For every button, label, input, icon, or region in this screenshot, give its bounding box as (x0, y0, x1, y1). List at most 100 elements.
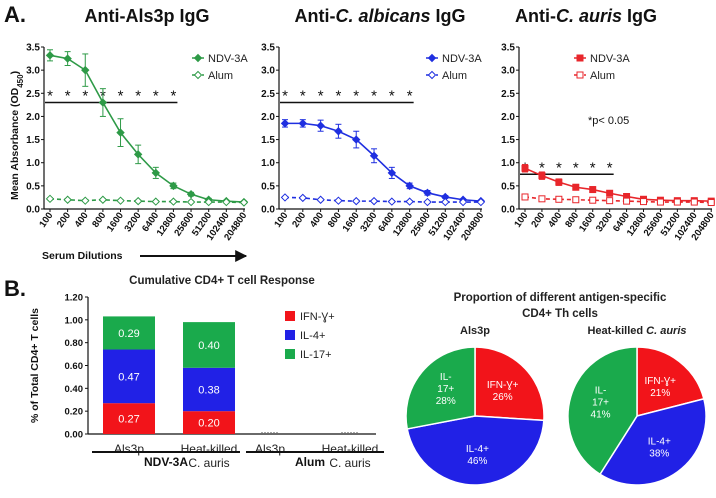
pie-slice (406, 415, 545, 486)
y-tick-label: 2.5 (261, 89, 275, 100)
data-point (690, 198, 698, 206)
significance-star: * (353, 88, 359, 105)
y-tick-label: 3.5 (26, 43, 40, 54)
significance-star: * (318, 88, 324, 105)
data-point (369, 196, 379, 206)
data-point (116, 128, 125, 137)
data-point (186, 197, 196, 207)
pie-slice-label: IL- (440, 372, 452, 383)
legend-label: IL-4+ (300, 330, 325, 342)
y-tick-label: 0.20 (65, 407, 84, 418)
x-tick-label: 1600 (105, 210, 126, 234)
legend-label: NDV-3A (442, 53, 482, 65)
data-point (316, 121, 325, 130)
legend-swatch (285, 330, 295, 340)
significance-star: * (556, 159, 562, 176)
pie-slice-pct: 28% (436, 396, 456, 407)
legend-label: NDV-3A (208, 53, 248, 65)
x-tick-label: 3200 (122, 210, 143, 234)
bar-segment (103, 349, 155, 404)
y-tick-label: 3.5 (261, 43, 275, 54)
pie-slice-label: IFN-Ɣ+ (487, 380, 519, 391)
data-point (186, 189, 196, 199)
y-tick-label: 2.0 (501, 112, 515, 123)
data-point (352, 135, 361, 144)
legend-marker (576, 71, 584, 79)
y-tick-label: 0.00 (65, 430, 84, 441)
data-point (169, 181, 178, 191)
panel-b-letter: B. (4, 276, 26, 301)
significance-star: * (82, 88, 88, 105)
data-point (640, 198, 648, 206)
bar-segment (103, 403, 155, 434)
data-point (387, 197, 397, 206)
pie-title: Heat-killed C. auris (587, 325, 686, 337)
x-tick-label: 1600 (577, 210, 598, 234)
y-tick-label: 0.80 (65, 338, 84, 349)
y-tick-label: 1.00 (65, 315, 84, 326)
series-line-ndv-3a (285, 122, 481, 202)
data-point (387, 168, 397, 178)
y-tick-label: 0.0 (26, 205, 40, 216)
pie-slice-pct: 46% (467, 456, 487, 467)
series-line-alum (524, 196, 712, 204)
x-tick-label: 1600 (341, 210, 362, 234)
category-label: Heat-killed (322, 442, 379, 456)
pie-slice-label: IL-4+ (466, 444, 489, 455)
bar-segment (183, 322, 235, 368)
significance-star: * (407, 88, 413, 105)
legend-marker (193, 53, 203, 63)
pie-slice-pct: 21% (650, 388, 670, 399)
pie-slice (567, 346, 638, 476)
pie-slice (598, 397, 707, 486)
data-point (538, 172, 546, 180)
legend-swatch (285, 311, 295, 321)
bar-ylabel: % of Total CD4+ T cells (29, 308, 41, 423)
y-tick-label: 1.20 (65, 293, 84, 304)
x-tick-label: 100 (512, 210, 530, 229)
data-point (334, 196, 343, 205)
pie-title: Als3p (460, 325, 490, 337)
y-tick-label: 0.5 (261, 181, 275, 192)
legend-marker (576, 54, 584, 62)
bar-segment-label: 0.38 (198, 384, 219, 396)
data-point (280, 193, 290, 202)
data-point (476, 197, 486, 207)
significance-star: * (389, 88, 395, 105)
stacked-bar-chart: Cumulative CD4+ T cell Response 0.00 0.20 0… (29, 275, 384, 470)
x-tick-label: 200 (529, 210, 547, 229)
x-tick-label: 3200 (594, 210, 615, 234)
significance-star: * (282, 88, 288, 105)
data-point (423, 197, 432, 207)
serum-dilutions-label: Serum Dilutions (42, 250, 123, 262)
y-tick-label: 2.0 (261, 112, 275, 123)
category-label: Als3p (255, 442, 285, 456)
y-tick-label: 0.0 (501, 205, 515, 216)
data-point (405, 197, 414, 206)
pie-slice-pct: 26% (493, 392, 513, 403)
significance-star: * (539, 159, 545, 176)
bar-segment-label: 0.29 (118, 328, 139, 340)
y-tick-label: 1.5 (261, 135, 275, 146)
y-tick-label: 0.60 (65, 361, 84, 372)
data-point (623, 197, 631, 205)
data-point (369, 151, 379, 160)
data-point (334, 127, 343, 136)
y-tick-label: 3.5 (501, 43, 515, 54)
significance-note: *p< 0.05 (588, 115, 629, 127)
chart-title: Anti-C. albicans IgG (294, 6, 465, 26)
bar-segment-label: 0.20 (198, 418, 219, 430)
data-point (204, 197, 213, 207)
data-point (538, 195, 546, 203)
data-point (316, 195, 325, 204)
data-point (555, 195, 563, 203)
data-point (656, 198, 664, 206)
pie-slice-label: 17+ (592, 397, 609, 408)
data-point (222, 197, 231, 207)
data-point (458, 197, 468, 207)
data-point (589, 186, 597, 194)
line-chart-als3p: Anti-Als3p IgG 0.0 0.5 1.0 1.5 2.0 2.5 3.0 3.5 10… (26, 6, 249, 243)
bar-segment (183, 411, 235, 434)
data-point (116, 196, 125, 205)
